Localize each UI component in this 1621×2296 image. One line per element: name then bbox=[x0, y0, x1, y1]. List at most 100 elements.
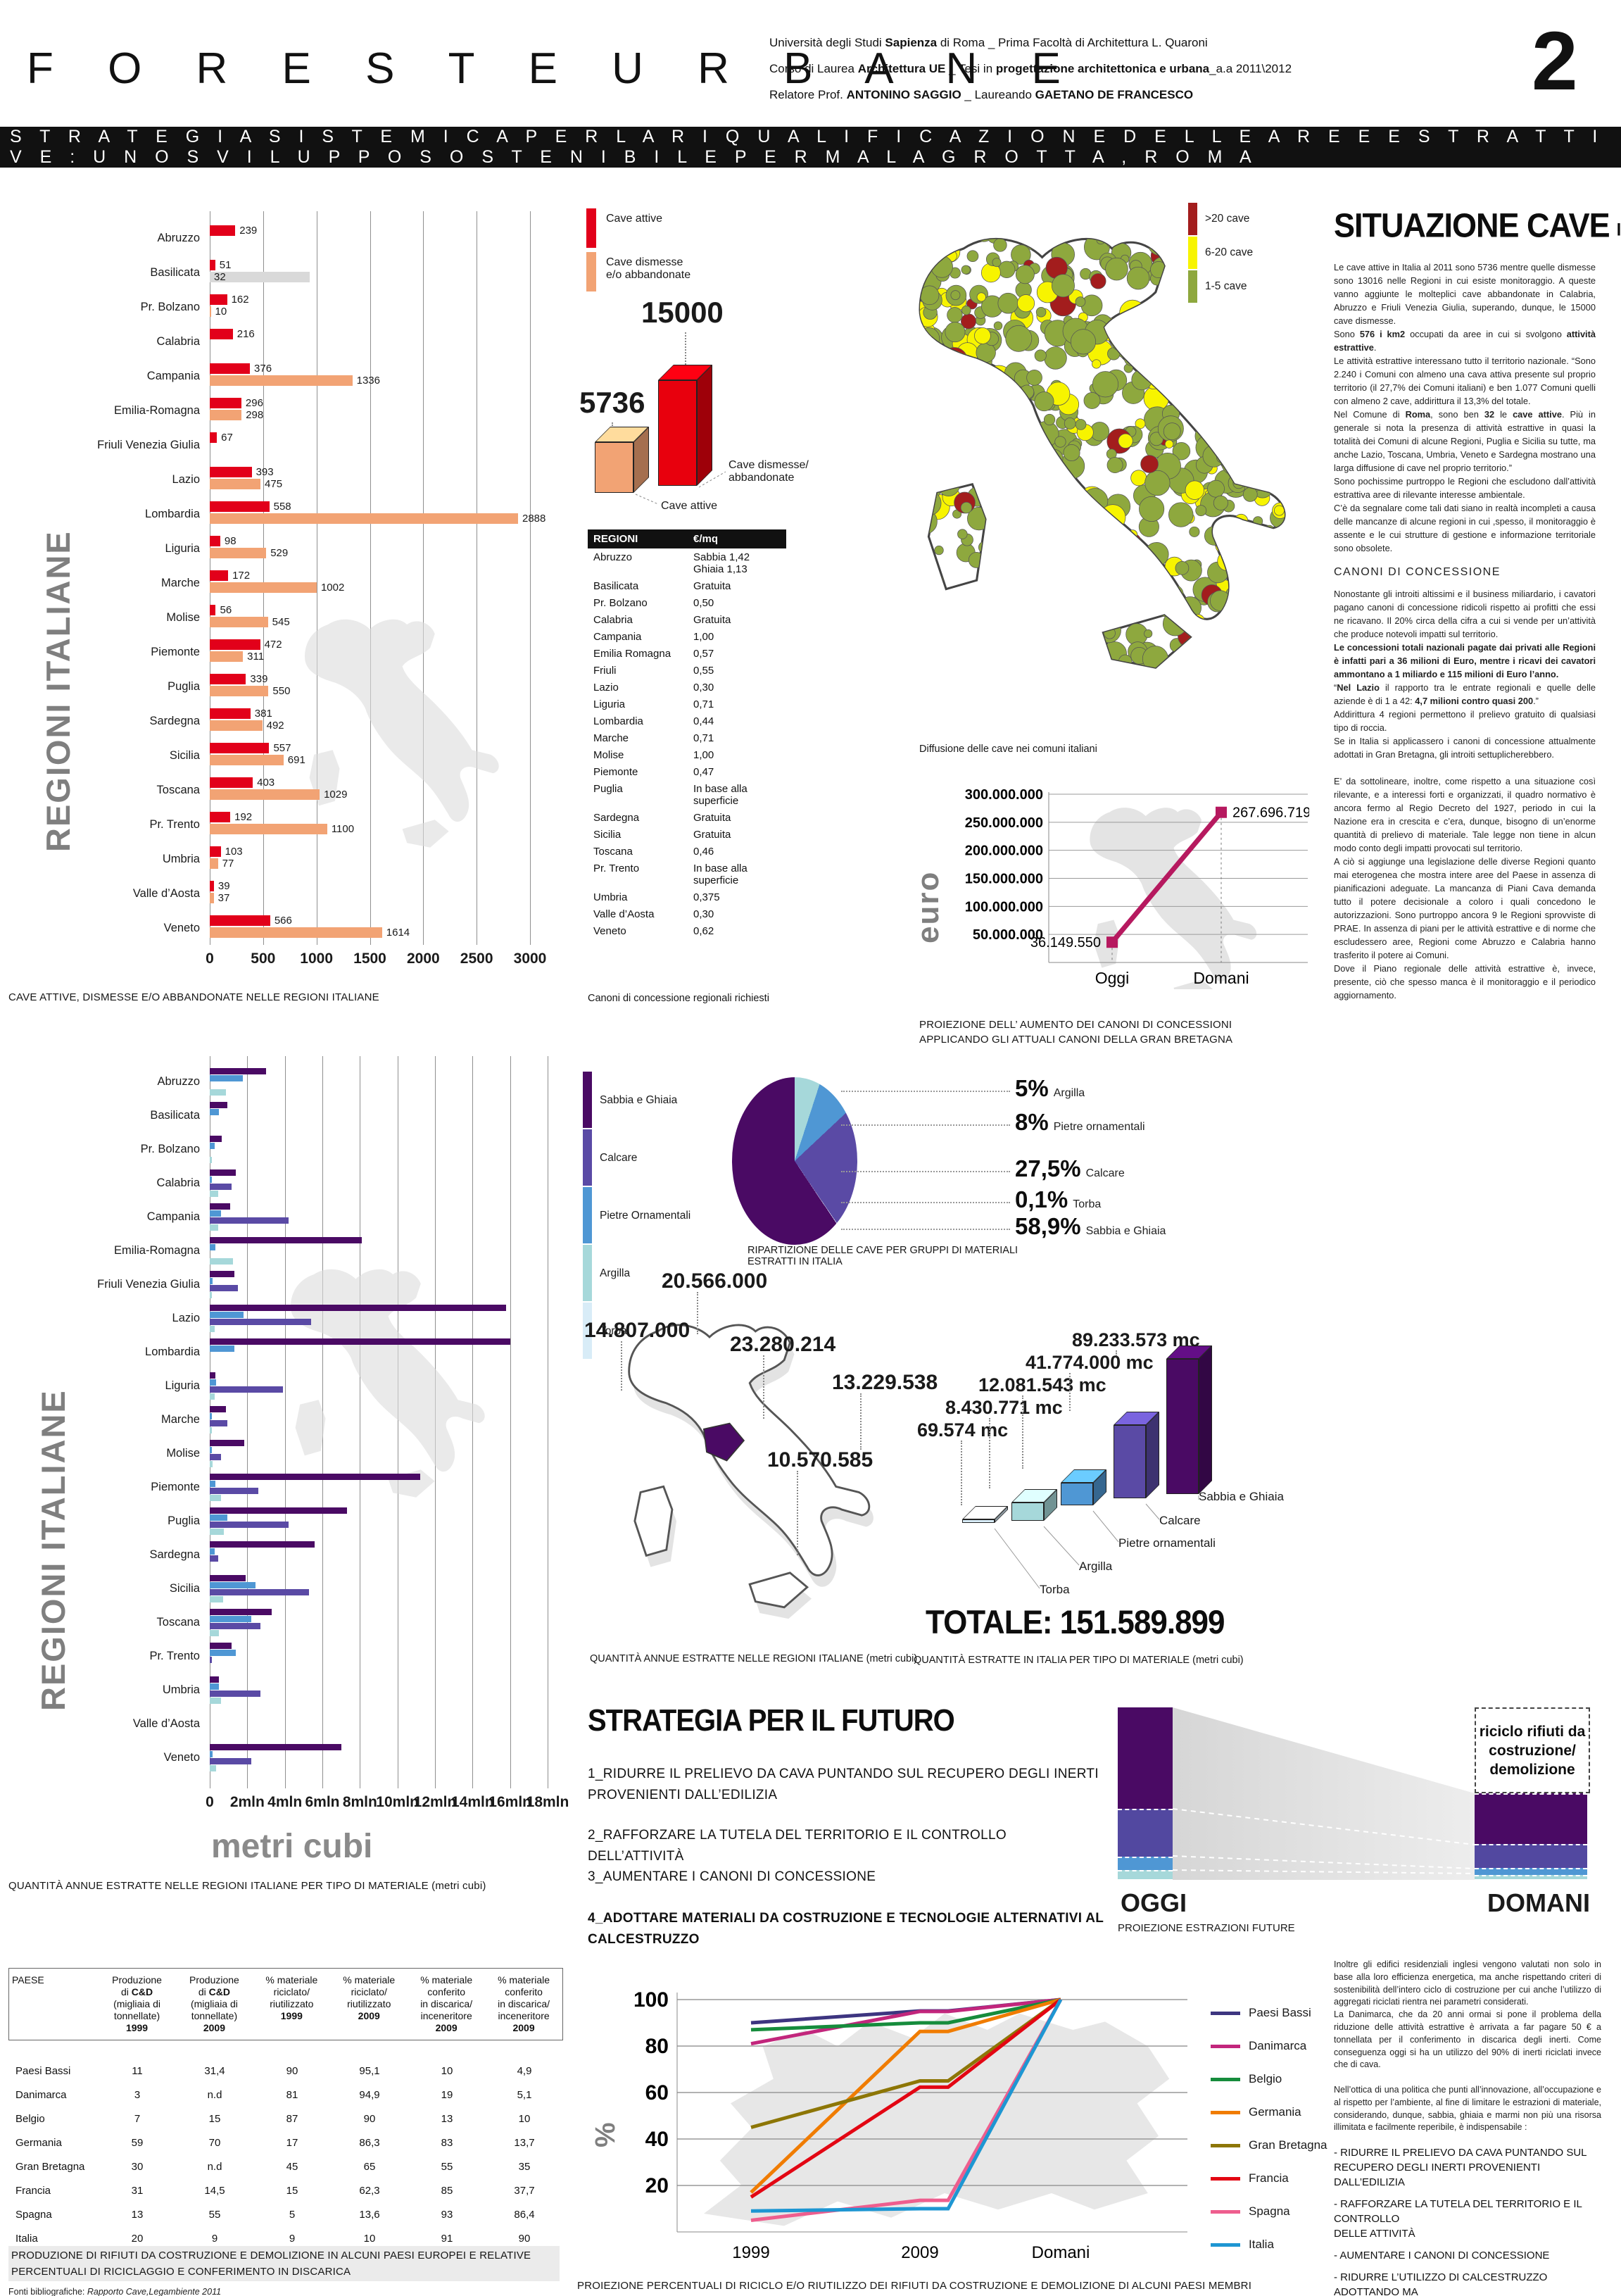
region-label: Sardegna bbox=[149, 714, 200, 727]
cell-value: 62,3 bbox=[359, 2184, 380, 2197]
bar bbox=[210, 1609, 272, 1615]
mat3d-value-label: 8.430.771 mc bbox=[945, 1397, 1063, 1418]
region-label: Lazio bbox=[172, 1312, 200, 1324]
circle bbox=[876, 209, 902, 234]
circle bbox=[1273, 432, 1285, 446]
line bbox=[1110, 810, 1223, 944]
legend-swatch bbox=[583, 1187, 592, 1243]
circle bbox=[892, 432, 904, 445]
x-label: Domani bbox=[1193, 969, 1249, 987]
circle bbox=[1102, 589, 1127, 614]
axis-tick: 3000 bbox=[513, 951, 547, 967]
circle bbox=[1298, 463, 1311, 475]
circle bbox=[886, 632, 910, 656]
circle bbox=[1050, 491, 1062, 503]
circle bbox=[999, 504, 1013, 517]
circle bbox=[1292, 534, 1308, 550]
circle bbox=[1173, 339, 1195, 361]
circle bbox=[1177, 672, 1189, 684]
map-legend: >20 cave 6-20 cave 1-5 cave bbox=[1188, 203, 1315, 308]
circle bbox=[880, 604, 893, 617]
circle bbox=[941, 347, 968, 374]
circle bbox=[1289, 415, 1310, 435]
circle bbox=[1230, 529, 1244, 542]
circle bbox=[1125, 207, 1134, 216]
axis-tick: 500 bbox=[251, 951, 276, 967]
legend-label: >20 cave bbox=[1205, 213, 1250, 225]
circle bbox=[1187, 666, 1211, 668]
table-row: Piemonte 0,47 bbox=[588, 763, 786, 780]
circle bbox=[1168, 502, 1194, 527]
circle bbox=[1201, 644, 1225, 668]
circle bbox=[1054, 561, 1068, 575]
cell-value: 30 bbox=[131, 2160, 144, 2173]
circle bbox=[1103, 577, 1129, 603]
legend-label: Cave attive bbox=[606, 213, 663, 225]
circle bbox=[997, 610, 1017, 629]
circle bbox=[1213, 717, 1232, 737]
chart-quantita-regioni: 0 2mln 4mln 6mln 8mln 10mln 12mln 14mln 16mln 18m… bbox=[21, 1053, 577, 1834]
map3d-value-label: 14.807.000 bbox=[584, 1319, 690, 1342]
axis-tick: 12mln bbox=[413, 1794, 457, 1810]
circle bbox=[920, 422, 927, 439]
circle bbox=[876, 514, 882, 522]
circle bbox=[1207, 718, 1218, 729]
page-title: F O R E S T E U R B A N E bbox=[27, 44, 1082, 93]
circle bbox=[1175, 394, 1190, 410]
circle bbox=[1150, 709, 1169, 728]
circle bbox=[996, 636, 1023, 663]
cell-region: Pr. Bolzano bbox=[593, 596, 648, 609]
legend-swatch bbox=[1211, 2078, 1240, 2081]
circle bbox=[1258, 339, 1282, 363]
circle bbox=[1212, 346, 1235, 369]
bar-value-label: 56 bbox=[220, 603, 232, 616]
table-row: Toscana 0,46 bbox=[588, 843, 786, 860]
circle bbox=[1119, 532, 1142, 555]
circle bbox=[896, 225, 912, 241]
circle bbox=[975, 214, 997, 237]
circle bbox=[920, 363, 926, 377]
bar bbox=[210, 1312, 244, 1318]
circle bbox=[876, 384, 890, 401]
circle bbox=[1277, 347, 1285, 360]
cell-value: 31 bbox=[131, 2184, 144, 2197]
circle bbox=[1251, 365, 1279, 393]
pie-label: 5% Argilla bbox=[1015, 1075, 1085, 1102]
circle bbox=[890, 279, 904, 294]
bar bbox=[210, 1630, 220, 1636]
bar bbox=[210, 1089, 226, 1096]
cell-value: 9 bbox=[289, 2232, 296, 2245]
cell-value: Gratuita bbox=[693, 811, 731, 824]
circle bbox=[883, 308, 893, 318]
mat3d-caption: QUANTITÀ ESTRATTE IN ITALIA PER TIPO DI … bbox=[914, 1655, 1244, 1666]
circle bbox=[876, 301, 894, 319]
callout-line bbox=[841, 1229, 1010, 1230]
circle bbox=[1085, 665, 1095, 668]
bar bbox=[210, 1203, 231, 1210]
circle bbox=[919, 685, 928, 694]
value-label: 5736 bbox=[579, 386, 645, 419]
circle bbox=[926, 370, 945, 389]
bar bbox=[210, 708, 251, 719]
circle bbox=[931, 432, 943, 444]
circle bbox=[1241, 411, 1261, 432]
circle bbox=[1167, 263, 1189, 284]
circle bbox=[1223, 610, 1249, 636]
circle bbox=[886, 294, 906, 314]
circle bbox=[1130, 470, 1147, 487]
circle bbox=[1064, 539, 1079, 553]
circle bbox=[941, 703, 952, 715]
region-label: Molise bbox=[166, 1447, 200, 1460]
circle bbox=[876, 703, 884, 715]
cell-value: 13 bbox=[131, 2208, 144, 2221]
circle bbox=[1161, 249, 1177, 265]
circle bbox=[989, 663, 1006, 668]
cell-region: Campania bbox=[593, 630, 642, 643]
circle bbox=[876, 286, 895, 305]
legend-label: Argilla bbox=[600, 1267, 631, 1279]
cell-value: 70 bbox=[208, 2136, 221, 2149]
circle bbox=[1175, 560, 1190, 575]
circle bbox=[1002, 497, 1016, 510]
bar bbox=[210, 1109, 220, 1115]
circle bbox=[947, 356, 959, 367]
